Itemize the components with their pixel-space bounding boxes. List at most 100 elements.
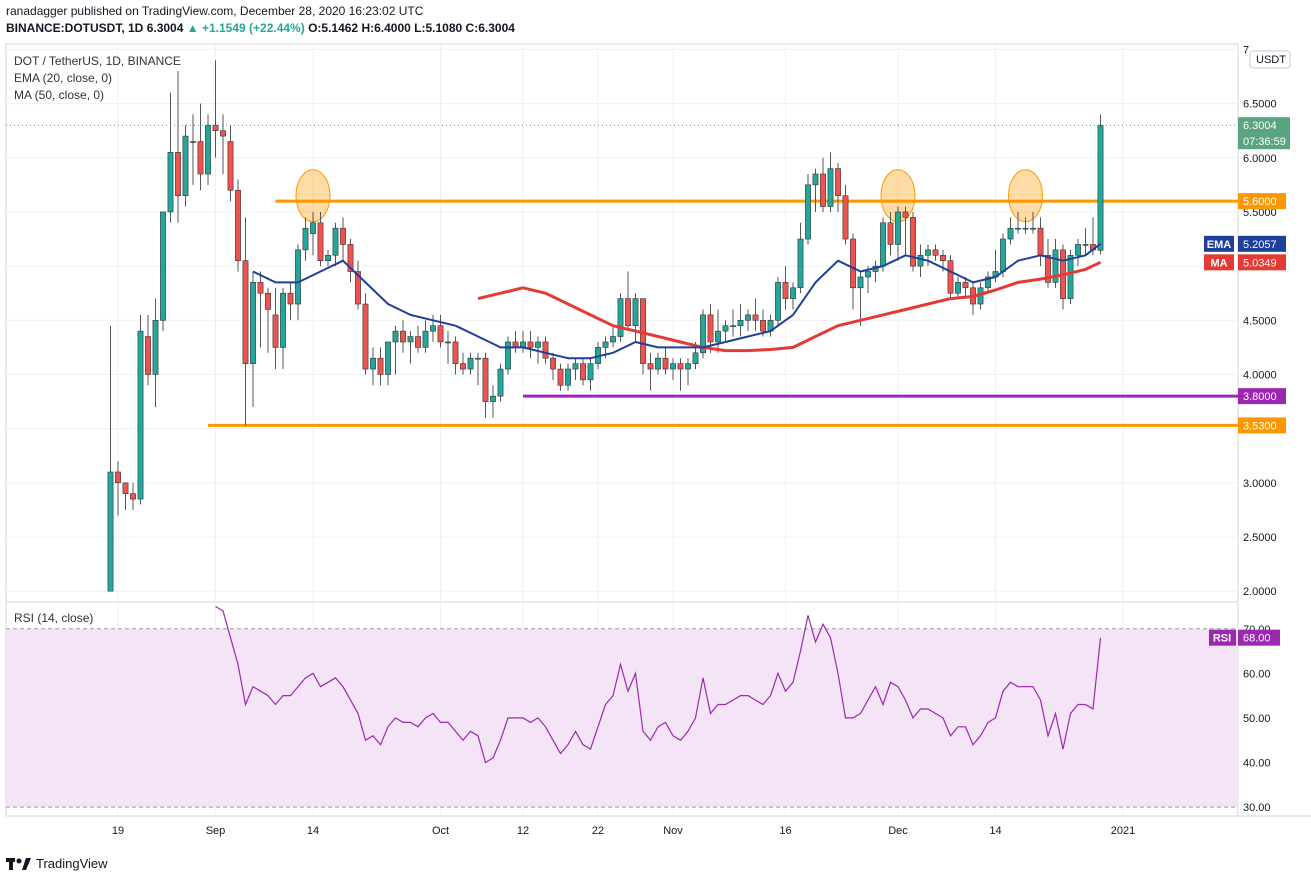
time-tick-label: Oct xyxy=(432,825,449,837)
candle-body xyxy=(392,330,399,343)
time-tick-label: 12 xyxy=(517,825,529,837)
candle-body xyxy=(250,282,256,364)
candle-body xyxy=(145,336,151,375)
candle-body xyxy=(122,482,129,494)
candle-body xyxy=(452,341,459,364)
candle-body xyxy=(572,363,579,370)
symbol-name: BINANCE:DOTUSDT, 1D xyxy=(6,21,144,35)
candle-body xyxy=(895,211,901,245)
candle-body xyxy=(962,282,969,289)
candle-body xyxy=(707,314,714,343)
candle-body xyxy=(310,222,316,234)
candle-body xyxy=(932,249,939,256)
rsi-value-text: 68.00 xyxy=(1243,633,1271,645)
rsi-tick-label: 40.00 xyxy=(1243,758,1271,770)
footer-brand[interactable]: TradingView xyxy=(6,855,108,871)
candle-body xyxy=(190,141,196,143)
currency-box[interactable] xyxy=(1249,50,1291,69)
candle-body xyxy=(482,357,489,402)
high-value: 6.4000 xyxy=(374,21,411,35)
level-tag xyxy=(1238,388,1286,405)
candle-body xyxy=(1030,227,1036,230)
candle-body xyxy=(617,298,624,337)
candle-body xyxy=(497,368,504,397)
candle-body xyxy=(940,254,946,261)
candle-body xyxy=(272,314,279,348)
candle-body xyxy=(1015,227,1021,230)
candle-body xyxy=(662,357,669,370)
ema20-line[interactable] xyxy=(252,243,1102,360)
price-tick-label: 6.5000 xyxy=(1243,99,1277,111)
candle-body xyxy=(692,352,699,364)
ma-legend[interactable]: MA (50, close, 0) xyxy=(14,88,105,102)
ema-name-tag xyxy=(1204,235,1234,252)
close-value: 6.3004 xyxy=(478,21,515,35)
candle-body xyxy=(400,330,406,343)
candle-body xyxy=(505,341,511,370)
rsi-legend[interactable]: RSI (14, close) xyxy=(14,611,94,625)
candle-body xyxy=(752,314,759,321)
level-tag-text: 3.5300 xyxy=(1243,420,1277,432)
candle-body xyxy=(287,292,294,305)
candle-body xyxy=(460,363,466,370)
low-label: L: xyxy=(414,21,426,35)
candle-body xyxy=(137,330,144,500)
candle-body xyxy=(295,249,301,305)
candle-body xyxy=(947,260,954,294)
ema-legend[interactable]: EMA (20, close, 0) xyxy=(14,71,113,85)
ema-value-text: 5.2057 xyxy=(1243,239,1277,251)
ma50-line[interactable] xyxy=(477,260,1102,353)
candle-body xyxy=(1082,244,1089,246)
candle-body xyxy=(737,319,744,327)
candle-body xyxy=(760,319,766,332)
open-value: 5.1462 xyxy=(321,21,359,35)
candle-body xyxy=(722,325,729,332)
candle-body xyxy=(205,124,211,175)
candle-body xyxy=(925,249,931,256)
rsi-tick-label: 50.00 xyxy=(1243,713,1271,725)
rsi-series-line[interactable] xyxy=(215,605,1102,764)
rsi-line xyxy=(215,605,1102,764)
candle-body xyxy=(1067,254,1074,299)
high-label: H: xyxy=(361,21,375,35)
candle-body xyxy=(805,184,811,240)
candle-body xyxy=(1097,124,1104,251)
candle-body xyxy=(370,357,376,370)
candle-body xyxy=(257,282,264,294)
candle-body xyxy=(445,341,451,344)
candle-body xyxy=(175,152,181,196)
moving-averages xyxy=(252,243,1102,360)
candle-body xyxy=(557,368,564,386)
candle-body xyxy=(827,168,834,207)
candle-body xyxy=(745,314,751,321)
candle-body xyxy=(212,124,219,131)
candle-body xyxy=(227,141,234,191)
candle-body xyxy=(407,336,414,343)
candle-body xyxy=(580,363,586,381)
candle-body xyxy=(677,363,684,370)
candle-body xyxy=(985,276,991,289)
level-tag xyxy=(1238,417,1286,434)
time-tick-label: 14 xyxy=(989,825,1001,837)
candle-body xyxy=(167,152,174,213)
candle-body xyxy=(610,336,616,343)
candle-body xyxy=(265,292,271,310)
candle-body xyxy=(865,271,871,278)
rsi-band-fill xyxy=(6,628,1238,808)
candle-body xyxy=(377,357,384,375)
candle-body xyxy=(220,130,226,137)
candle-body xyxy=(625,298,631,327)
price-tick-label: 3.0000 xyxy=(1243,478,1277,490)
candle-body xyxy=(842,195,849,240)
candle-body xyxy=(1075,244,1081,256)
candle-body xyxy=(130,493,136,500)
rsi-name-tag xyxy=(1209,629,1236,646)
candle-body xyxy=(887,222,894,245)
chart-title[interactable]: DOT / TetherUS, 1D, BINANCE xyxy=(14,54,181,68)
candle-body xyxy=(880,222,886,267)
price-change: +1.1549 (+22.44%) xyxy=(201,21,305,35)
candle-body xyxy=(437,325,444,343)
candle-body xyxy=(115,471,121,484)
candle-body xyxy=(850,238,856,289)
